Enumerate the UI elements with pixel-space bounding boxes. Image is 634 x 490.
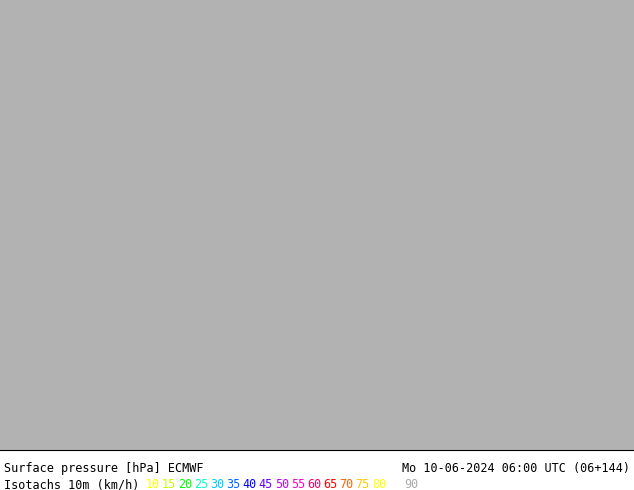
Text: 85: 85 — [388, 478, 402, 490]
Text: 35: 35 — [226, 478, 241, 490]
Text: 20: 20 — [178, 478, 192, 490]
Text: 40: 40 — [243, 478, 257, 490]
Text: Isotachs 10m (km/h): Isotachs 10m (km/h) — [4, 478, 146, 490]
Text: 75: 75 — [356, 478, 370, 490]
Text: 70: 70 — [340, 478, 354, 490]
Text: Mo 10-06-2024 06:00 UTC (06+144): Mo 10-06-2024 06:00 UTC (06+144) — [402, 462, 630, 475]
Text: 60: 60 — [307, 478, 321, 490]
Text: 30: 30 — [210, 478, 224, 490]
Text: 10: 10 — [146, 478, 160, 490]
Text: Surface pressure [hPa] ECMWF: Surface pressure [hPa] ECMWF — [4, 462, 204, 475]
Text: 25: 25 — [194, 478, 209, 490]
Text: 55: 55 — [291, 478, 306, 490]
Text: 45: 45 — [259, 478, 273, 490]
Text: 65: 65 — [323, 478, 338, 490]
Text: 50: 50 — [275, 478, 289, 490]
Text: 15: 15 — [162, 478, 176, 490]
Text: 90: 90 — [404, 478, 418, 490]
Text: 80: 80 — [372, 478, 386, 490]
Bar — [0, 450, 634, 490]
